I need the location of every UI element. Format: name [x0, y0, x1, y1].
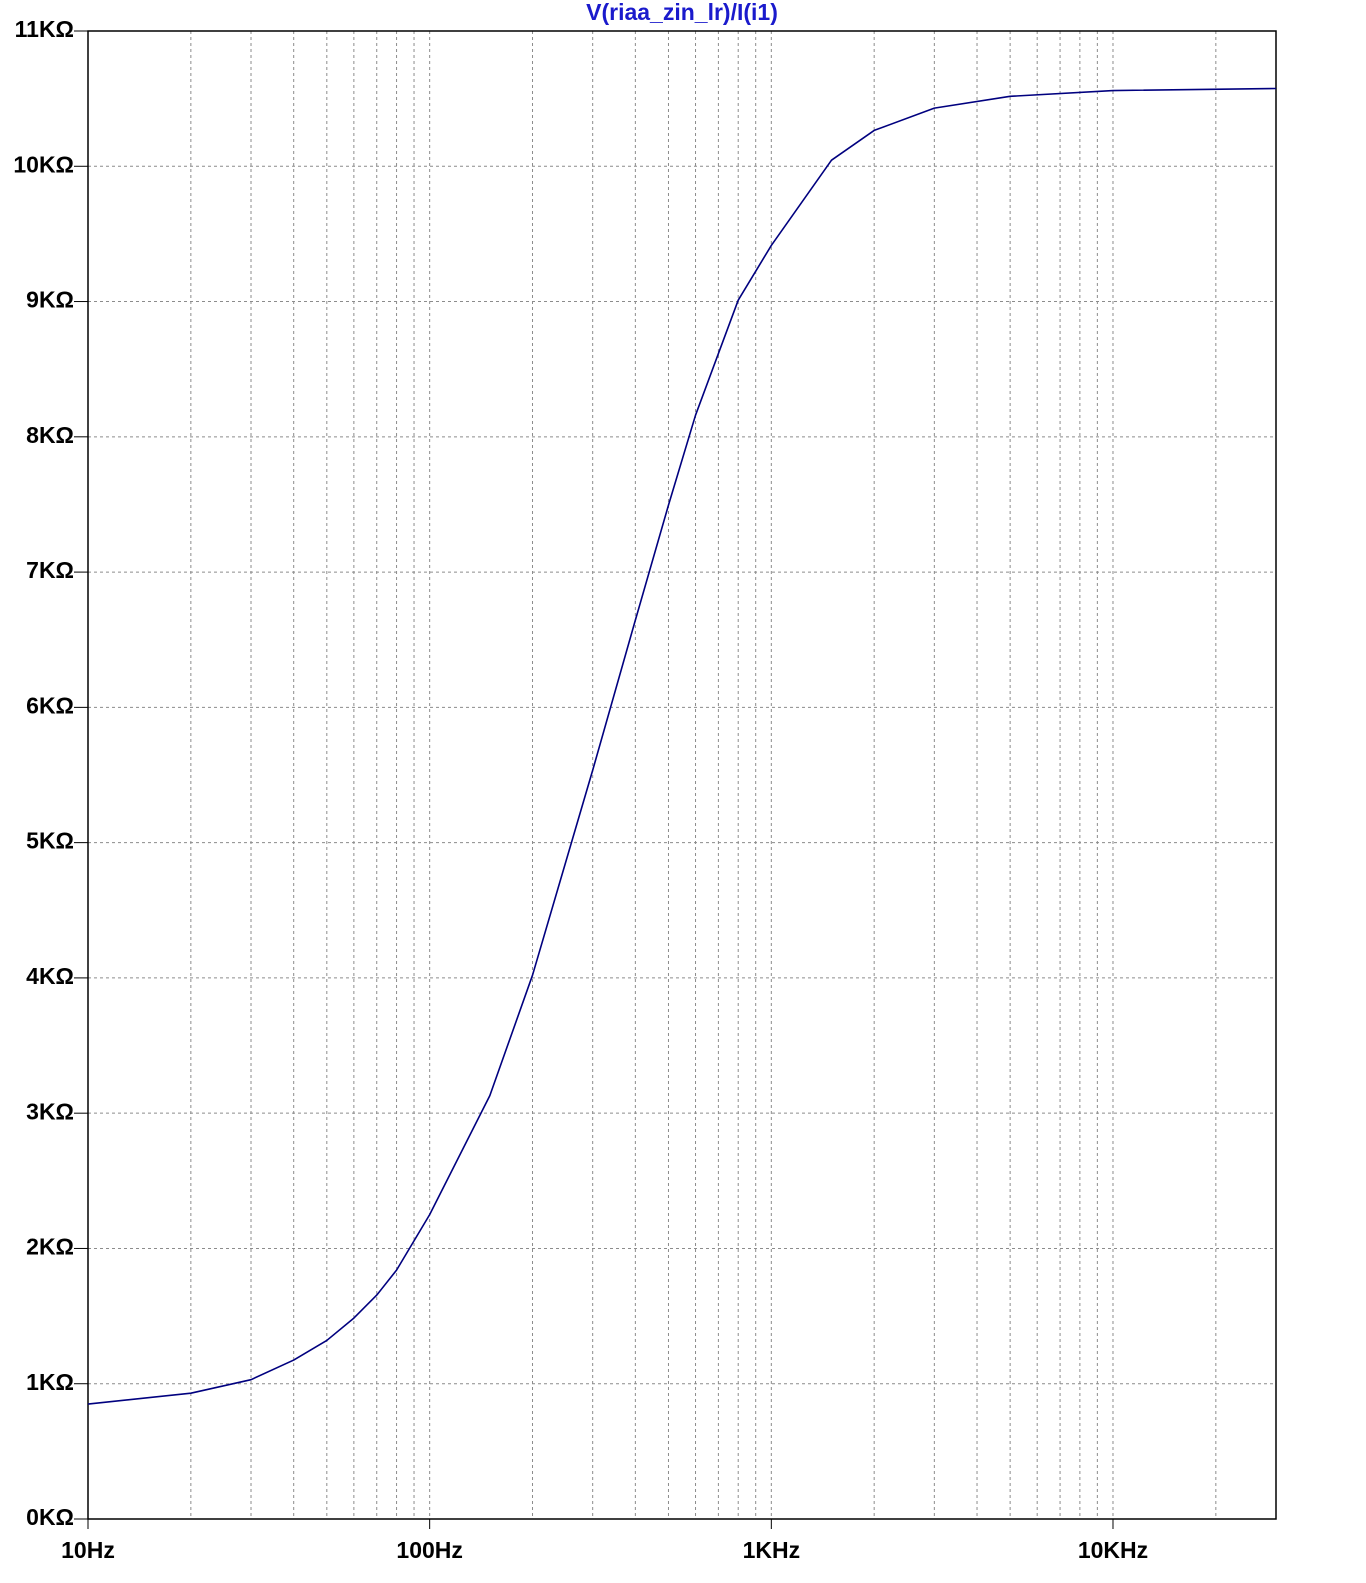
y-tick-label: 7KΩ [26, 557, 74, 583]
y-tick-label: 4KΩ [26, 963, 74, 989]
y-tick-label: 5KΩ [26, 828, 74, 854]
y-tick-label: 11KΩ [15, 16, 74, 42]
y-tick-label: 10KΩ [13, 151, 74, 177]
y-tick-label: 9KΩ [26, 287, 74, 313]
x-tick-label: 1KHz [743, 1537, 801, 1563]
x-tick-label: 10Hz [61, 1537, 115, 1563]
y-tick-label: 1KΩ [26, 1369, 74, 1395]
chart-title: V(riaa_zin_lr)/I(i1) [586, 0, 778, 25]
x-tick-label: 100Hz [396, 1537, 462, 1563]
x-tick-label: 10KHz [1078, 1537, 1148, 1563]
y-tick-label: 6KΩ [26, 692, 74, 718]
plot-frame [87, 30, 1277, 1520]
y-tick-label: 0KΩ [26, 1504, 74, 1530]
y-tick-label: 3KΩ [26, 1098, 74, 1124]
data-line [87, 87, 1277, 1405]
y-tick-label: 8KΩ [26, 422, 74, 448]
y-tick-label: 2KΩ [26, 1234, 74, 1260]
